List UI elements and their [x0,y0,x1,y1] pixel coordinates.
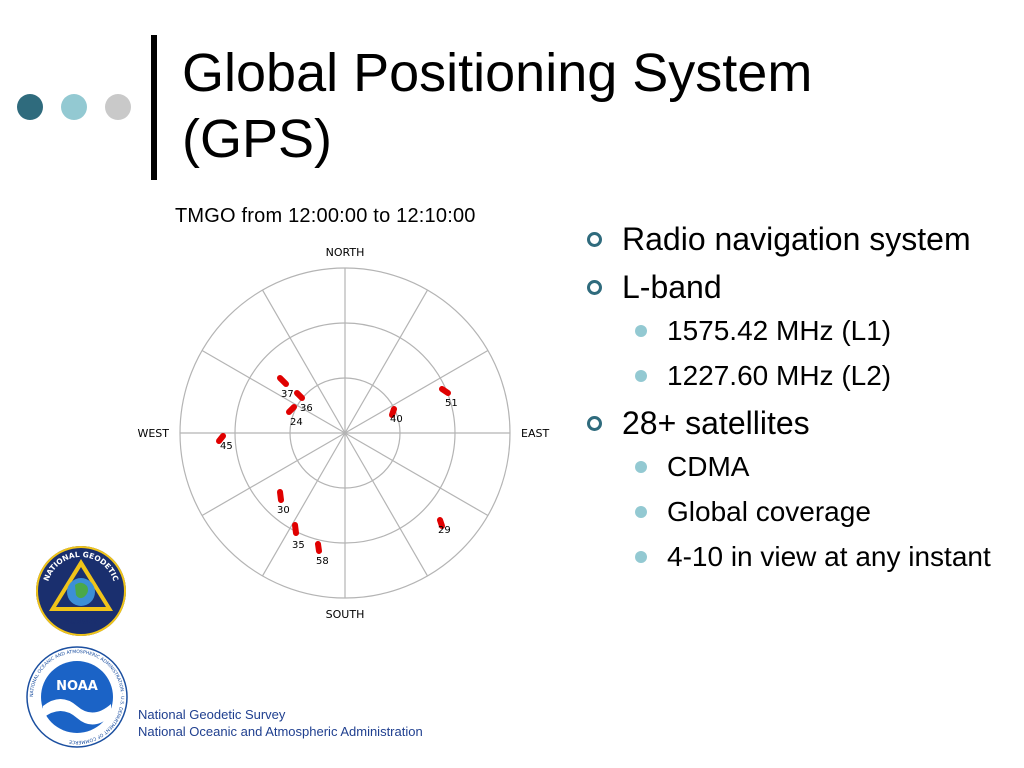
bullet-list: Radio navigation system L-band 1575.42 M… [585,220,1005,585]
sub-bullet-item: 4-10 in view at any instant [585,540,1005,573]
noaa-logo-icon: NATIONAL OCEANIC AND ATMOSPHERIC ADMINIS… [26,646,128,748]
satellite-track-40 [389,406,397,418]
noaa-logo-text: NOAA [56,679,98,694]
slide-title-line2: (GPS) [182,109,333,169]
bullet-marker-icon [587,232,602,247]
footer-line-noaa: National Oceanic and Atmospheric Adminis… [138,724,423,739]
sub-bullet-text: Global coverage [667,496,871,527]
sub-bullet-marker-icon [635,461,647,473]
sub-bullet-text: CDMA [667,451,750,482]
slide-title: Global Positioning System (GPS) [182,40,982,172]
sub-bullet-item: CDMA [585,450,1005,483]
satellite-label-24: 24 [290,417,303,428]
ngs-logo-text-bottom: SURVEY [64,617,98,626]
bullet-item: 28+ satellites [585,404,1005,442]
bullet-marker-icon [587,280,602,295]
skyplot-spoke [344,432,489,517]
sub-bullet-marker-icon [635,370,647,382]
skyplot-spoke [344,432,429,577]
ngs-seal-icon: NATIONAL GEODETIC SURVEY [36,546,126,636]
header-dot-light [105,94,131,120]
satellite-label-29: 29 [438,525,451,536]
sub-bullet-text: 4-10 in view at any instant [667,541,991,572]
satellite-label-35: 35 [292,540,305,551]
bullet-item: L-band [585,268,1005,306]
satellite-track-35 [292,522,299,536]
bullet-text: L-band [622,269,722,305]
satellite-label-36: 36 [300,403,313,414]
satellite-label-51: 51 [445,398,458,409]
sub-bullet-list: 1575.42 MHz (L1) 1227.60 MHz (L2) [585,314,1005,392]
sub-bullet-marker-icon [635,551,647,563]
bullet-text: 28+ satellites [622,405,810,441]
bullet-item: Radio navigation system [585,220,1005,258]
skyplot-spokes [180,268,510,598]
header-dot-mid [61,94,87,120]
skyplot-spoke [201,432,346,517]
skyplot-spoke [344,289,429,434]
bullet-text: Radio navigation system [622,221,971,257]
satellite-track-45 [216,433,226,444]
bullet-marker-icon [587,416,602,431]
satellite-track-51 [439,386,451,396]
sub-bullet-item: 1575.42 MHz (L1) [585,314,1005,347]
skyplot: NORTH SOUTH EAST WEST 37 36 24 40 51 45 … [137,246,549,620]
satellite-track-36 [294,390,305,401]
skyplot-label-west: WEST [137,427,169,440]
slide-title-line1: Global Positioning System [182,43,813,103]
satellite-label-40: 40 [390,414,403,425]
satellite-tracks [216,375,451,554]
skyplot-spoke [261,432,346,577]
satellite-label-30: 30 [277,505,290,516]
sub-bullet-list: CDMA Global coverage 4-10 in view at any… [585,450,1005,573]
satellite-track-29 [437,517,445,529]
sub-bullet-item: Global coverage [585,495,1005,528]
skyplot-spoke [344,349,489,434]
satellite-labels: 37 36 24 40 51 45 30 35 58 29 [220,389,458,567]
satellite-track-37 [277,375,289,387]
footer: National Geodetic Survey National Oceani… [138,706,423,740]
skyplot-label-north: NORTH [326,246,365,259]
skyplot-spoke [201,349,346,434]
satellite-track-58 [315,541,322,554]
sub-bullet-text: 1575.42 MHz (L1) [667,315,892,346]
satellite-label-37: 37 [281,389,294,400]
footer-line-ngs: National Geodetic Survey [138,707,286,722]
title-divider [151,35,157,180]
skyplot-title: TMGO from 12:00:00 to 12:10:00 [175,205,476,227]
satellite-label-58: 58 [316,556,329,567]
satellite-track-30 [277,489,284,503]
sub-bullet-text: 1227.60 MHz (L2) [667,360,892,391]
satellite-track-24 [286,404,297,415]
satellite-label-45: 45 [220,441,233,452]
sub-bullet-marker-icon [635,506,647,518]
skyplot-spoke [261,289,346,434]
sub-bullet-marker-icon [635,325,647,337]
header-dot-dark [17,94,43,120]
skyplot-label-east: EAST [521,427,549,440]
sub-bullet-item: 1227.60 MHz (L2) [585,359,1005,392]
skyplot-label-south: SOUTH [326,608,365,620]
